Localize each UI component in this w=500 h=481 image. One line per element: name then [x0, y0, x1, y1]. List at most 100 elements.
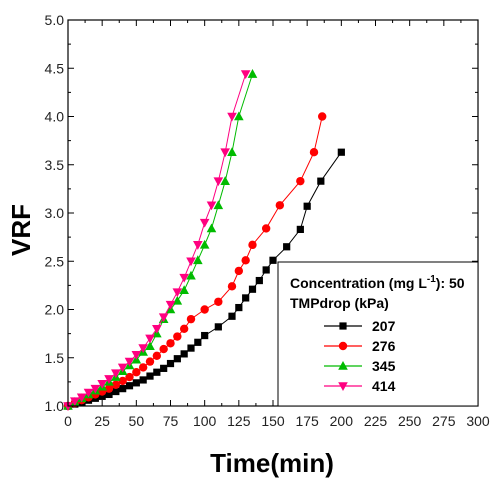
data-point-276	[152, 351, 162, 361]
data-point-207	[180, 350, 188, 358]
x-tick-label: 300	[466, 413, 490, 429]
data-point-345	[193, 255, 203, 265]
x-tick-label: 225	[364, 413, 388, 429]
legend-label: 414	[372, 378, 396, 394]
data-point-276	[200, 305, 209, 314]
data-point-345	[179, 285, 189, 294]
data-point-414	[90, 384, 101, 394]
data-point-414	[172, 288, 183, 298]
x-tick-label: 50	[129, 413, 145, 429]
legend-entry-276: 276	[324, 338, 396, 354]
data-point-276	[241, 256, 250, 265]
legend-title: Concentration (mg L-1): 50	[290, 274, 465, 291]
x-tick-label: 100	[193, 413, 217, 429]
x-tick-label: 0	[64, 413, 72, 429]
data-point-207	[255, 276, 263, 285]
x-tick-label: 125	[227, 413, 251, 429]
data-point-276	[145, 357, 155, 366]
data-point-345	[220, 176, 230, 185]
data-point-276	[111, 380, 121, 389]
data-point-207	[201, 331, 209, 340]
data-point-414	[111, 369, 121, 379]
data-point-207	[160, 364, 168, 372]
data-point-207	[296, 225, 304, 234]
data-point-345	[172, 295, 183, 305]
data-point-414	[83, 388, 94, 398]
legend-label: 207	[372, 318, 396, 334]
y-tick-label: 3.5	[45, 157, 65, 173]
x-tick-label: 175	[295, 413, 319, 429]
y-tick-label: 3.0	[45, 205, 65, 221]
data-point-276	[138, 363, 148, 372]
data-point-207	[235, 303, 243, 312]
data-point-345	[227, 147, 237, 157]
legend-label: 276	[372, 338, 396, 354]
data-point-207	[105, 390, 113, 399]
data-point-414	[152, 325, 162, 334]
data-point-276	[296, 176, 305, 186]
legend-marker	[338, 341, 348, 351]
legend: Concentration (mg L-1): 50 TMPdrop (kPa)…	[277, 261, 479, 407]
data-point-207	[194, 338, 202, 346]
x-tick-label: 150	[261, 413, 285, 429]
data-point-414	[213, 177, 224, 187]
y-tick-label: 2.0	[45, 302, 65, 318]
y-tick-label: 2.5	[45, 253, 65, 269]
data-point-207	[146, 372, 154, 380]
data-point-207	[228, 312, 236, 320]
data-point-276	[309, 148, 319, 157]
legend-marker	[339, 322, 347, 330]
legend-label: 345	[372, 358, 396, 374]
series-414	[63, 70, 251, 411]
data-point-276	[261, 224, 271, 233]
x-axis-title: Time(min)	[210, 448, 334, 478]
series-layer	[63, 69, 345, 411]
data-point-276	[186, 314, 196, 324]
data-point-414	[76, 393, 87, 403]
data-point-414	[104, 375, 114, 384]
data-point-345	[247, 69, 258, 78]
data-point-207	[119, 385, 127, 393]
data-point-207	[317, 177, 325, 185]
data-point-276	[159, 344, 168, 354]
data-point-276	[275, 201, 285, 210]
y-tick-label: 1.0	[45, 398, 65, 414]
data-point-207	[214, 323, 222, 331]
data-point-345	[206, 223, 217, 233]
data-point-207	[153, 368, 161, 376]
legend-entry-414: 414	[324, 378, 396, 394]
y-tick-label: 1.5	[45, 350, 65, 366]
data-point-414	[158, 313, 169, 323]
data-point-207	[262, 266, 270, 274]
data-point-414	[179, 273, 189, 283]
data-point-207	[139, 376, 147, 384]
legend-title-prefix: Concentration (mg L	[290, 275, 427, 291]
data-point-276	[166, 339, 175, 348]
data-point-207	[166, 359, 175, 368]
legend-marker	[338, 382, 348, 391]
data-point-276	[248, 240, 257, 250]
data-point-276	[132, 368, 141, 377]
data-point-414	[117, 363, 128, 373]
data-point-276	[104, 384, 114, 393]
data-point-207	[242, 294, 250, 302]
data-point-414	[220, 148, 230, 158]
data-point-414	[227, 112, 237, 122]
data-point-345	[199, 239, 210, 249]
data-point-207	[112, 387, 120, 396]
data-point-345	[213, 200, 224, 210]
data-point-276	[234, 266, 244, 276]
data-point-276	[318, 112, 327, 121]
legend-title-suffix: ): 50	[436, 275, 465, 291]
x-tick-label: 275	[432, 413, 456, 429]
legend-entry-207: 207	[324, 318, 396, 334]
data-point-345	[145, 341, 155, 350]
y-axis-title: VRF	[6, 204, 36, 256]
y-tick-label: 4.0	[45, 109, 65, 125]
legend-entry-345: 345	[324, 358, 396, 374]
data-point-276	[173, 332, 182, 341]
legend-title-superscript: -1	[427, 274, 436, 285]
data-point-207	[337, 148, 345, 156]
